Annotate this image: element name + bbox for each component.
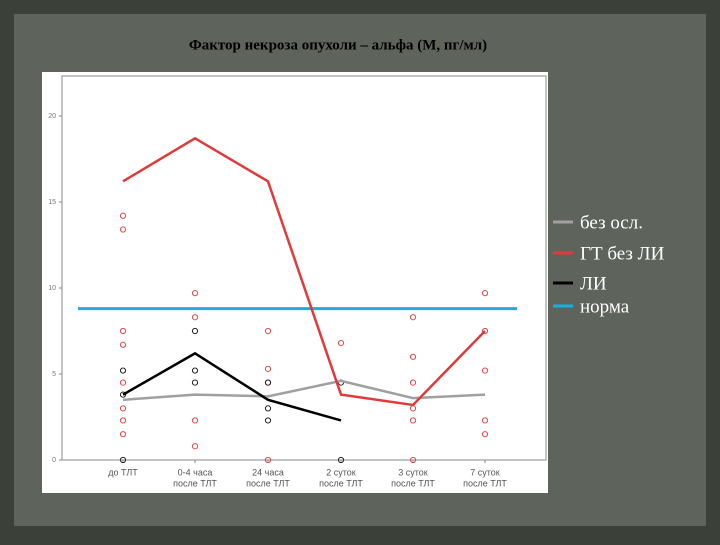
y-tick-label: 0	[52, 457, 56, 464]
point	[119, 417, 127, 424]
point	[481, 367, 489, 374]
x-tick-label: 7 суток	[470, 467, 500, 477]
series-line	[122, 379, 486, 402]
y-tick-label: 10	[48, 285, 56, 292]
legend-label: ЛИ	[580, 273, 607, 294]
point	[409, 314, 417, 321]
point	[264, 417, 272, 424]
point	[119, 212, 127, 219]
x-tick-label: после ТЛТ	[391, 478, 435, 488]
point	[191, 443, 199, 450]
point	[119, 379, 127, 386]
point	[191, 290, 199, 297]
point	[264, 405, 272, 412]
plot-frame	[61, 75, 547, 461]
point	[337, 456, 345, 464]
point	[191, 327, 199, 335]
point	[264, 327, 272, 335]
point	[481, 431, 489, 438]
point	[481, 327, 489, 335]
plot-background	[42, 72, 548, 493]
x-tick-label: после ТЛТ	[319, 478, 363, 488]
point	[264, 456, 272, 464]
x-tick-label: после ТЛТ	[246, 478, 290, 488]
legend-label: норма	[580, 296, 630, 317]
y-tick-label: 5	[52, 371, 56, 378]
point	[264, 379, 272, 386]
x-tick-label: после ТЛТ	[463, 478, 507, 488]
series-line	[122, 136, 486, 407]
point	[119, 405, 127, 412]
legend-label: ГТ без ЛИ	[580, 243, 665, 264]
point	[119, 341, 127, 348]
point	[119, 456, 127, 464]
point	[481, 290, 489, 297]
point	[191, 367, 199, 374]
x-tick-label: до ТЛТ	[108, 467, 138, 477]
series-line	[122, 351, 342, 422]
legend-label: без осл.	[580, 212, 643, 233]
x-tick-label: 3 суток	[398, 467, 428, 477]
point	[191, 379, 199, 386]
point	[191, 314, 199, 321]
point	[119, 367, 127, 374]
y-tick-label: 20	[48, 113, 56, 120]
point	[409, 353, 417, 360]
point	[409, 379, 417, 386]
x-tick-label: 24 часа	[252, 467, 284, 477]
point	[481, 417, 489, 424]
point	[119, 391, 127, 398]
x-tick-label: 2 суток	[326, 467, 356, 477]
point	[264, 365, 272, 372]
x-tick-label: 0-4 часа	[178, 467, 213, 477]
chart-title: Фактор некроза опухоли – альфа (М, пг/мл…	[189, 37, 487, 53]
point	[337, 339, 345, 347]
point	[119, 327, 127, 335]
point	[409, 456, 417, 464]
x-tick-label: после ТЛТ	[173, 478, 217, 488]
point	[191, 417, 199, 424]
point	[409, 417, 417, 424]
point	[119, 431, 127, 438]
y-tick-label: 15	[48, 199, 56, 206]
point	[119, 226, 127, 233]
